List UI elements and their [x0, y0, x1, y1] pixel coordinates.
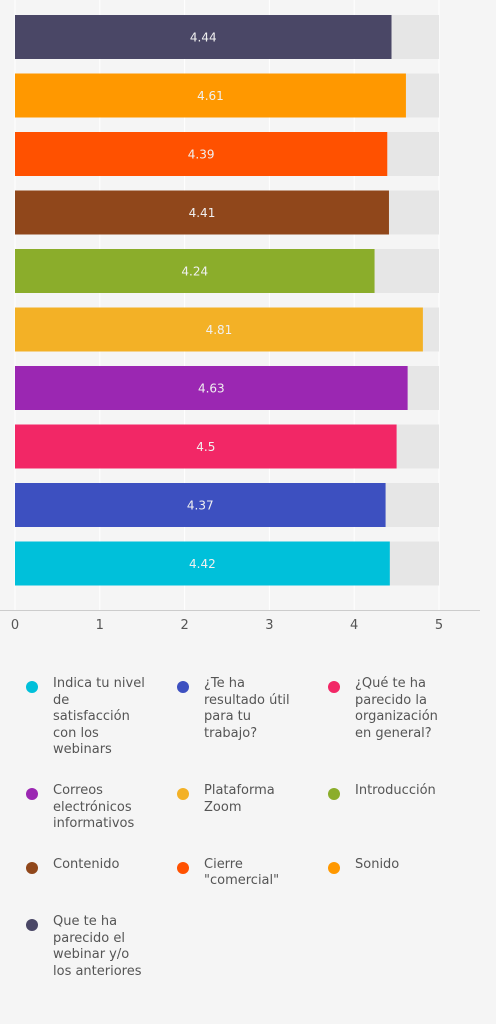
legend-label: ¿Te ha resultado útil para tu trabajo? [204, 676, 290, 741]
bar[interactable] [15, 249, 375, 293]
legend-label: Contenido [53, 856, 120, 872]
legend-label: Que te ha parecido el webinar y/o los an… [53, 913, 142, 979]
bar-value-label: 4.41 [189, 206, 216, 220]
bar-value-label: 4.44 [190, 31, 217, 45]
bar-value-label: 4.5 [196, 440, 215, 454]
bar-value-label: 4.63 [198, 382, 225, 396]
bar[interactable] [15, 424, 397, 469]
legend-label: Sonido [355, 856, 400, 872]
chart-canvas: 4.44 4.61 4.39 4.41 4.24 4.81 4.63 4.5 4.37 4.42 0… [0, 15, 480, 633]
bar[interactable] [15, 541, 390, 586]
legend-label: Indica tu nivel de satisfacción con los … [53, 676, 145, 758]
legend-label: Plataforma Zoom [204, 782, 275, 815]
legend-item[interactable]: Que te ha parecido el webinar y/o los an… [22, 914, 173, 980]
legend-dot-icon [177, 787, 189, 800]
legend-item[interactable]: Introducción [324, 783, 475, 833]
bar[interactable] [15, 483, 386, 527]
x-tick-label: 0 [11, 618, 19, 633]
x-tick-label: 1 [96, 618, 104, 633]
legend-item[interactable]: Plataforma Zoom [173, 783, 324, 833]
bar-value-label: 4.39 [188, 148, 215, 162]
legend-dot-icon [26, 681, 38, 693]
bar-value-label: 4.61 [197, 89, 224, 103]
legend-dot-icon [177, 861, 189, 874]
bar[interactable] [15, 190, 389, 235]
x-tick-label: 3 [265, 618, 273, 633]
chart-legend: Indica tu nivel de satisfacción con los … [22, 676, 482, 980]
legend-item[interactable]: Correos electrónicos informativos [22, 783, 173, 833]
bar[interactable] [15, 307, 423, 352]
bar[interactable] [15, 15, 392, 59]
legend-item[interactable]: Sonido [324, 857, 475, 890]
x-tick-label: 5 [435, 618, 443, 633]
legend-dot-icon [328, 681, 340, 693]
bar-value-label: 4.42 [189, 557, 216, 571]
legend-item[interactable]: Contenido [22, 857, 173, 890]
legend-dot-icon [26, 787, 38, 800]
legend-item[interactable]: ¿Qué te ha parecido la organización en g… [324, 676, 475, 759]
legend-item[interactable]: Indica tu nivel de satisfacción con los … [22, 676, 173, 759]
bar-value-label: 4.37 [187, 499, 214, 513]
legend-dot-icon [328, 787, 340, 800]
legend-dot-icon [328, 861, 340, 874]
bar[interactable] [15, 73, 406, 118]
legend-label: ¿Qué te ha parecido la organización en g… [355, 676, 438, 741]
x-tick-label: 4 [350, 618, 358, 633]
legend-label: Introducción [355, 782, 436, 798]
legend-dot-icon [26, 918, 38, 931]
legend-label: Correos electrónicos informativos [53, 782, 135, 832]
legend-item[interactable]: ¿Te ha resultado útil para tu trabajo? [173, 676, 324, 759]
bar[interactable] [15, 132, 388, 176]
legend-item[interactable]: Cierre "comercial" [173, 857, 324, 890]
bar-chart: 4.44 4.61 4.39 4.41 4.24 4.81 4.63 4.5 4.37 4.42 0… [0, 15, 480, 633]
bar[interactable] [15, 366, 408, 410]
legend-dot-icon [177, 681, 189, 693]
bar-value-label: 4.81 [206, 323, 233, 337]
legend-dot-icon [26, 861, 38, 874]
legend-label: Cierre "comercial" [204, 856, 280, 889]
bar-value-label: 4.24 [181, 265, 208, 279]
x-tick-label: 2 [180, 618, 188, 633]
